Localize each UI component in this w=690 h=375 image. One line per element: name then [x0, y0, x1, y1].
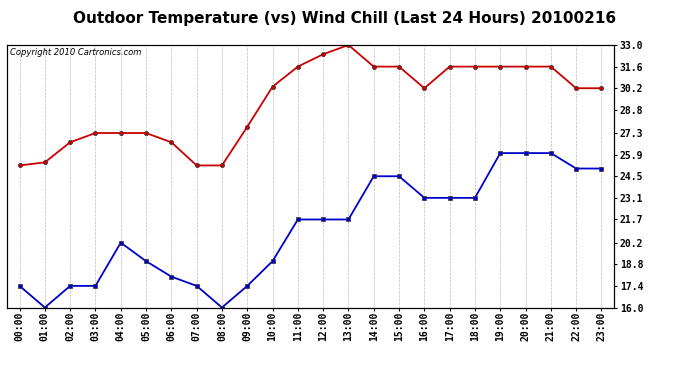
Text: Outdoor Temperature (vs) Wind Chill (Last 24 Hours) 20100216: Outdoor Temperature (vs) Wind Chill (Las… [73, 11, 617, 26]
Text: Copyright 2010 Cartronics.com: Copyright 2010 Cartronics.com [10, 48, 141, 57]
